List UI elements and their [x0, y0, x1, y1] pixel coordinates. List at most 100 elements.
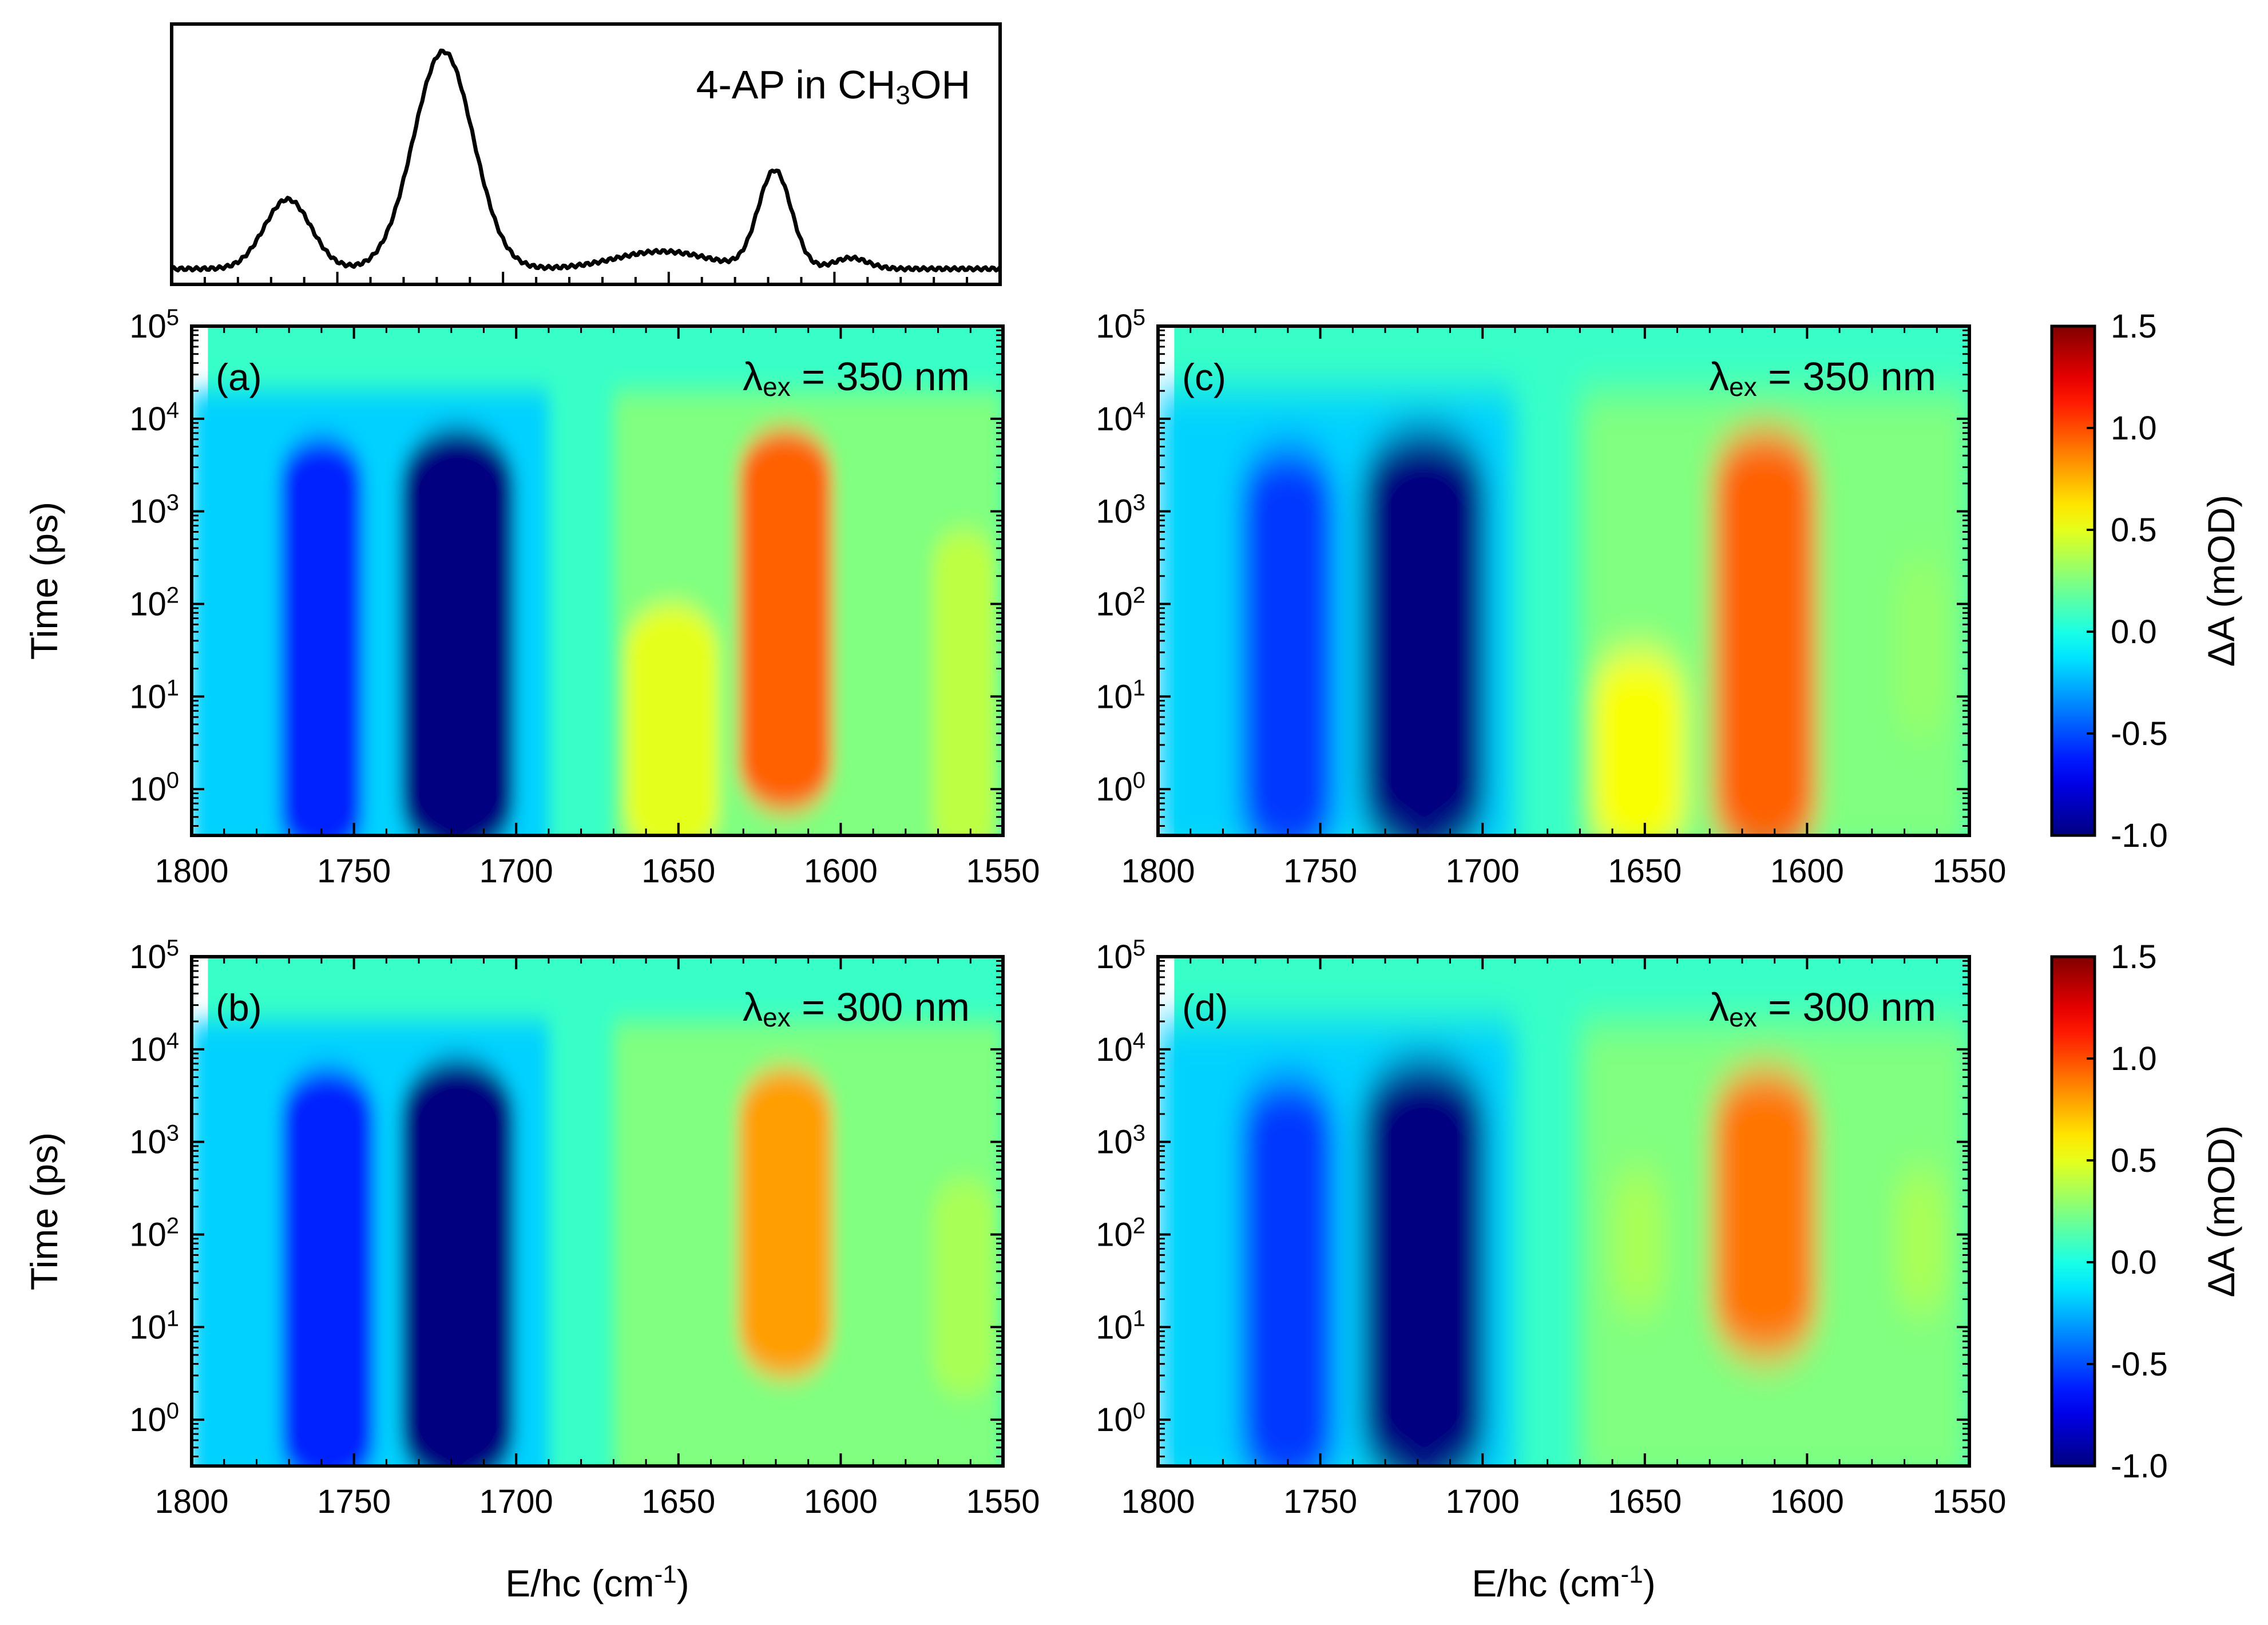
x-tick-label: 1700 — [1446, 853, 1520, 890]
spectrum-title: 4-AP in CH3OH — [696, 62, 970, 110]
heatmap-panel-3: 1800 1750 1700 1650 1600 1550 105 104 103 102 101 1… — [1096, 305, 2006, 890]
colorbar-gradient — [2050, 324, 2096, 837]
heatmap-frame — [190, 955, 1005, 1468]
colorbar-tick-label: 0.0 — [2111, 1244, 2157, 1281]
feature-3-level-3 — [1591, 650, 1686, 835]
y-axis-label: Time (ps) — [23, 502, 65, 660]
heatmap-frame — [1156, 955, 1971, 1468]
y-tick-label: 102 — [129, 1213, 179, 1253]
y-tick-label: 105 — [129, 936, 179, 976]
feature-0-level-3 — [401, 1059, 515, 1466]
x-tick-label: 1800 — [154, 1483, 228, 1520]
x-tick-label: 1650 — [1608, 853, 1682, 890]
y-tick-label: 101 — [129, 675, 179, 715]
y-tick-label: 104 — [129, 398, 179, 438]
y-tick-label: 101 — [129, 1306, 179, 1346]
panel-label: (d) — [1182, 986, 1228, 1029]
excitation-label: λex = 350 nm — [743, 354, 970, 402]
y-tick-label: 103 — [1096, 490, 1145, 530]
colorbar-1: 1.5 1.0 0.5 0.0 -0.5 -1.0 ΔA (mOD) — [2050, 308, 2242, 854]
colorbar-tick-label: 1.5 — [2111, 308, 2157, 345]
colorbar-tick-label: 0.0 — [2111, 613, 2157, 651]
x-tick-label: 1750 — [1283, 1483, 1357, 1520]
feature-3-level-3 — [1612, 1170, 1664, 1313]
spectrum-frame — [170, 22, 1002, 286]
x-tick-label: 1650 — [641, 1483, 715, 1520]
colorbar-gradient — [2050, 955, 2096, 1468]
excitation-label: λex = 300 nm — [1709, 985, 1936, 1032]
spectrum-panel: 4-AP in CH3OH — [170, 22, 1002, 286]
feature-3-level-3 — [933, 1179, 996, 1397]
heatmap-panel-4: 1800 1750 1700 1650 1600 1550 105 104 103 102 101 1… — [1096, 936, 2006, 1520]
y-tick-label: 100 — [129, 768, 179, 808]
y-tick-label: 102 — [1096, 582, 1145, 623]
excitation-label: λex = 350 nm — [1709, 354, 1936, 402]
x-tick-label: 1600 — [804, 853, 878, 890]
x-tick-label: 1550 — [1932, 1483, 2006, 1520]
heatmap-panel-2: 1800 1750 1700 1650 1600 1550 105 104 103 102 101 1… — [129, 936, 1040, 1520]
heatmap-frame — [1156, 324, 1971, 837]
y-tick-label: 103 — [129, 490, 179, 530]
feature-2-level-3 — [1712, 1068, 1817, 1360]
x-tick-label: 1550 — [966, 1483, 1040, 1520]
colorbar-label: ΔA (mOD) — [2200, 495, 2242, 667]
y-tick-label: 100 — [129, 1398, 179, 1438]
y-axis-label: Time (ps) — [23, 1132, 65, 1290]
y-tick-label: 105 — [1096, 936, 1145, 976]
colorbar-tick-label: 1.5 — [2111, 938, 2157, 976]
x-tick-label: 1700 — [479, 853, 553, 890]
y-tick-label: 103 — [129, 1121, 179, 1161]
x-tick-label: 1550 — [1932, 853, 2006, 890]
y-tick-label: 104 — [1096, 398, 1145, 438]
y-tick-label: 100 — [1096, 1398, 1145, 1438]
x-tick-label: 1650 — [641, 853, 715, 890]
x-tick-label: 1600 — [1770, 853, 1844, 890]
x-tick-label: 1800 — [1121, 1483, 1195, 1520]
panel-label: (a) — [216, 356, 262, 398]
colorbar-2: 1.5 1.0 0.5 0.0 -0.5 -1.0 ΔA (mOD) — [2050, 938, 2242, 1485]
x-axis-label: E/hc (cm-1) — [1472, 1560, 1655, 1605]
colorbar-tick-label: -1.0 — [2111, 817, 2168, 854]
x-tick-label: 1800 — [154, 853, 228, 890]
colorbar-tick-label: -0.5 — [2111, 1346, 2168, 1383]
panel-label: (b) — [216, 986, 262, 1029]
feature-1-level-3 — [281, 1068, 375, 1466]
feature-0-level-3 — [401, 428, 515, 835]
y-tick-label: 102 — [129, 582, 179, 623]
feature-4-level-3 — [933, 530, 996, 835]
feature-4-level-3 — [1894, 1170, 1947, 1313]
x-tick-label: 1700 — [1446, 1483, 1520, 1520]
x-tick-label: 1550 — [966, 853, 1040, 890]
feature-2-level-3 — [1712, 428, 1817, 835]
y-tick-label: 105 — [129, 305, 179, 345]
x-tick-label: 1700 — [479, 1483, 553, 1520]
feature-1-level-3 — [1241, 446, 1335, 835]
x-tick-label: 1750 — [317, 853, 391, 890]
feature-0-level-3 — [1362, 428, 1486, 835]
colorbar-label: ΔA (mOD) — [2200, 1125, 2242, 1298]
feature-1-level-3 — [1241, 1077, 1335, 1466]
spectrum-line — [170, 48, 1002, 273]
y-tick-label: 105 — [1096, 305, 1145, 345]
heatmap-frame — [190, 324, 1005, 837]
y-tick-label: 104 — [129, 1028, 179, 1068]
x-tick-label: 1600 — [804, 1483, 878, 1520]
x-tick-label: 1800 — [1121, 853, 1195, 890]
feature-0-level-3 — [1362, 1059, 1486, 1466]
feature-3-level-3 — [625, 604, 719, 835]
feature-2-level-3 — [739, 1068, 832, 1378]
x-tick-label: 1650 — [1608, 1483, 1682, 1520]
y-tick-label: 104 — [1096, 1028, 1145, 1068]
y-tick-label: 101 — [1096, 1306, 1145, 1346]
y-tick-label: 101 — [1096, 675, 1145, 715]
x-tick-label: 1600 — [1770, 1483, 1844, 1520]
feature-1-level-3 — [280, 437, 363, 835]
x-axis-label: E/hc (cm-1) — [505, 1560, 689, 1605]
x-tick-label: 1750 — [317, 1483, 391, 1520]
y-tick-label: 102 — [1096, 1213, 1145, 1253]
feature-4-level-3 — [1894, 557, 1947, 738]
colorbar-tick-label: 0.5 — [2111, 1142, 2157, 1179]
colorbar-tick-label: 1.0 — [2111, 1040, 2157, 1077]
feature-2-level-3 — [739, 428, 832, 812]
